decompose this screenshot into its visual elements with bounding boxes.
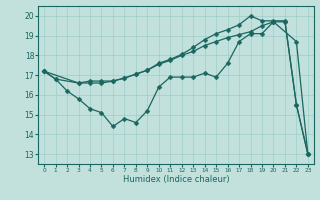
X-axis label: Humidex (Indice chaleur): Humidex (Indice chaleur) <box>123 175 229 184</box>
